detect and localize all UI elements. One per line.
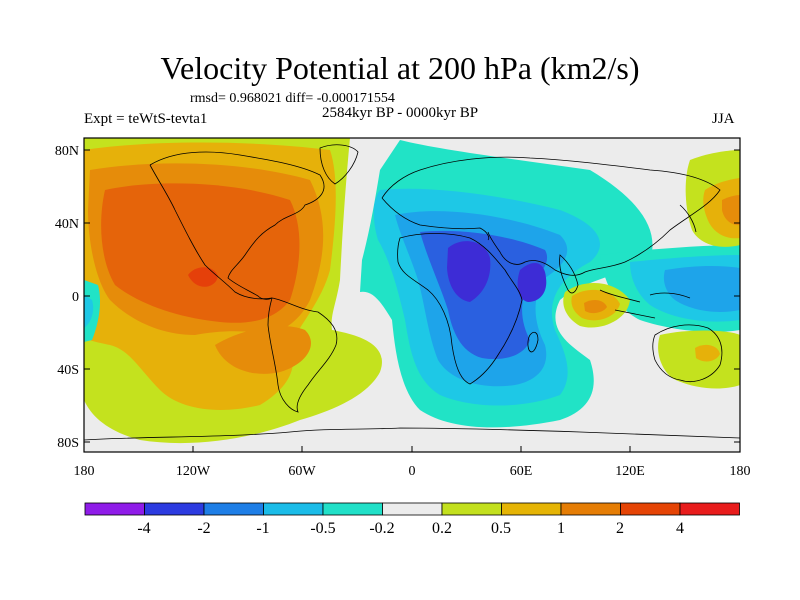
contour-neg1-pacific	[663, 265, 740, 312]
lon-label-120w: 120W	[176, 464, 211, 479]
lat-label-40n: 40N	[55, 217, 79, 232]
lon-label-180e: 180	[730, 464, 751, 479]
contour-pos05-australia	[695, 344, 720, 362]
colorbar-swatch	[263, 502, 324, 516]
colorbar-label-pos02: 0.2	[432, 520, 452, 537]
colorbar-label-neg02: -0.2	[369, 520, 394, 537]
colorbar-label-pos2: 2	[616, 520, 624, 537]
coast-eurasia	[381, 156, 721, 276]
colorbar-swatch	[84, 502, 145, 516]
colorbar-swatch	[441, 502, 502, 516]
colorbar-swatch	[620, 502, 681, 516]
coast-europe-med	[381, 197, 490, 241]
colorbar-swatch	[382, 502, 443, 516]
coast-africa	[397, 233, 523, 385]
page-title: Velocity Potential at 200 hPa (km2/s)	[160, 50, 640, 86]
coastlines	[84, 144, 740, 441]
lat-label-0: 0	[72, 290, 79, 305]
axis-ticks	[83, 149, 741, 452]
contour-pos2-west	[101, 183, 300, 323]
contour-neg4-east-north	[447, 241, 491, 302]
coast-greenland	[319, 144, 359, 185]
colorbar-label-neg1: -1	[256, 520, 269, 537]
contour-pos1-southam	[215, 325, 311, 374]
period-label: 2584kyr BP - 0000kyr BP	[322, 105, 479, 121]
coast-australia	[652, 324, 723, 382]
lon-label-60e: 60E	[510, 464, 533, 479]
colorbar-label-neg05: -0.5	[310, 520, 335, 537]
coast-india	[559, 254, 579, 294]
contour-pos1-indian	[584, 299, 607, 314]
colorbar-labels: -4 -2 -1 -0.5 -0.2 0.2 0.5 1 2 4	[137, 520, 684, 537]
colorbar-swatch	[322, 502, 383, 516]
contour-pos2-westmax	[188, 267, 218, 287]
coast-se-asia-islands	[599, 289, 691, 319]
experiment-label: Expt = teWtS-tevta1	[84, 111, 208, 127]
contour-pos1-nepacific	[722, 195, 740, 226]
stats-line: rmsd= 0.968021 diff= -0.000171554	[190, 91, 395, 106]
contour-neg4-east-south	[517, 263, 547, 302]
lon-label-120e: 120E	[615, 464, 645, 479]
colorbar-swatch	[203, 502, 264, 516]
lat-label-40s: 40S	[57, 363, 79, 378]
lat-label-80n: 80N	[55, 144, 79, 159]
colorbar-swatch	[144, 502, 205, 516]
coast-south-america	[267, 297, 338, 413]
colorbar-swatch	[679, 502, 740, 516]
lon-label-60w: 60W	[288, 464, 316, 479]
colorbar-label-neg2: -2	[197, 520, 210, 537]
contour-pos05-nepacific	[703, 178, 740, 239]
lat-label-80s: 80S	[57, 436, 79, 451]
coast-antarctica	[84, 427, 740, 441]
lon-label-180w: 180	[74, 464, 95, 479]
colorbar-label-pos4: 4	[676, 520, 684, 537]
season-label: JJA	[712, 111, 735, 127]
lon-label-0: 0	[409, 464, 416, 479]
colorbar-swatch	[560, 502, 621, 516]
coast-madagascar	[527, 331, 539, 353]
coast-japan	[679, 204, 697, 233]
contour-neg05-west-edge	[84, 295, 94, 328]
colorbar-label-pos05: 0.5	[491, 520, 511, 537]
colorbar-label-neg4: -4	[137, 520, 150, 537]
colorbar-label-pos1: 1	[557, 520, 565, 537]
coast-north-america	[149, 151, 325, 300]
colorbar	[84, 502, 740, 516]
colorbar-swatch	[501, 502, 562, 516]
contour-field	[84, 138, 740, 452]
coast-north-america-west	[149, 164, 273, 300]
